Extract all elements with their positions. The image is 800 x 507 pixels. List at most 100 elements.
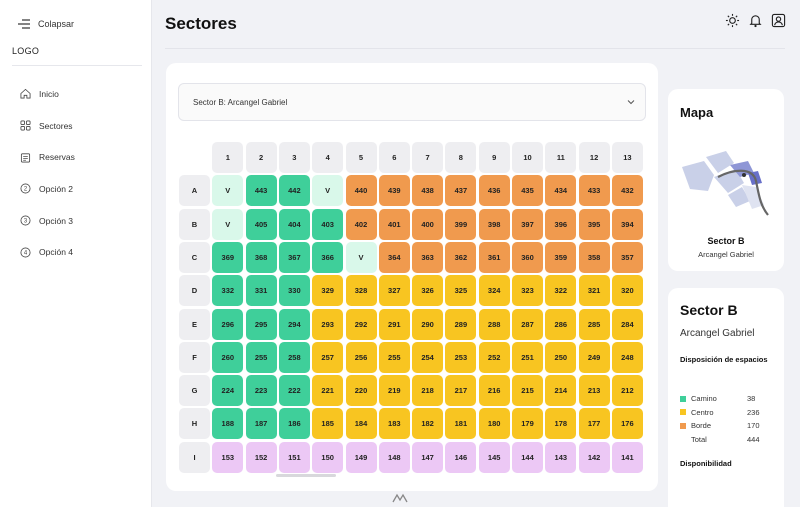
seat-cell[interactable]: 183 [378,408,410,440]
seat-cell[interactable]: 332 [212,275,244,307]
seat-cell[interactable]: 284 [611,308,643,340]
seat-cell[interactable]: 397 [512,208,543,240]
seat-cell[interactable]: 152 [245,441,277,473]
sidebar-item-opcion-3[interactable]: 3 Opción 3 [20,205,75,237]
seat-cell[interactable]: 188 [212,408,244,440]
seat-cell[interactable]: 360 [512,241,543,273]
seat-cell[interactable]: 187 [245,408,277,440]
seat-cell[interactable]: V [212,208,244,240]
seat-cell[interactable]: 147 [412,441,444,473]
seat-cell[interactable]: 320 [611,275,643,307]
seat-cell[interactable]: 260 [212,341,244,373]
seat-cell[interactable]: 396 [545,208,577,240]
seat-cell[interactable]: V [312,175,344,207]
seat-cell[interactable]: 220 [345,375,377,407]
sun-icon[interactable] [725,13,740,28]
seat-cell[interactable]: 439 [378,175,410,207]
seat-cell[interactable]: 288 [478,308,510,340]
seat-cell[interactable]: 256 [345,341,377,373]
seat-cell[interactable]: 443 [245,175,277,207]
seat-cell[interactable]: 404 [278,208,310,240]
seat-cell[interactable]: V [212,175,244,207]
seat-cell[interactable]: 327 [378,275,410,307]
seat-cell[interactable]: 328 [345,275,377,307]
sidebar-item-reservas[interactable]: Reservas [20,141,75,173]
seat-cell[interactable]: 364 [378,241,410,273]
seat-cell[interactable]: 437 [445,175,477,207]
seat-cell[interactable]: 442 [278,175,310,207]
seat-cell[interactable]: 367 [278,241,310,273]
seat-cell[interactable]: 141 [611,441,643,473]
seat-cell[interactable]: 361 [478,241,510,273]
seat-cell[interactable]: 289 [445,308,477,340]
seat-cell[interactable]: 358 [578,241,610,273]
seat-cell[interactable]: 214 [545,375,577,407]
sidebar-item-opcion-2[interactable]: 2 Opción 2 [20,173,75,205]
seat-cell[interactable]: 252 [478,341,510,373]
seat-cell[interactable]: 250 [545,341,577,373]
seat-cell[interactable]: 222 [278,375,310,407]
seat-cell[interactable]: 290 [412,308,444,340]
seat-cell[interactable]: 184 [345,408,377,440]
seat-cell[interactable]: 330 [278,275,310,307]
seat-cell[interactable]: 180 [478,408,510,440]
seat-cell[interactable]: 215 [512,375,543,407]
seat-cell[interactable]: 186 [278,408,310,440]
seat-cell[interactable]: 398 [478,208,510,240]
seat-cell[interactable]: 251 [512,341,543,373]
seat-cell[interactable]: 182 [412,408,444,440]
seat-cell[interactable]: 436 [478,175,510,207]
seat-cell[interactable]: 326 [412,275,444,307]
seat-cell[interactable]: 151 [278,441,310,473]
seat-cell[interactable]: 295 [245,308,277,340]
seat-cell[interactable]: 403 [312,208,344,240]
seat-cell[interactable]: 257 [312,341,344,373]
seat-cell[interactable]: 178 [545,408,577,440]
seat-cell[interactable]: 144 [512,441,543,473]
collapse-button[interactable]: Colapsar [18,19,74,29]
seat-cell[interactable]: 331 [245,275,277,307]
seat-cell[interactable]: 401 [378,208,410,240]
bell-icon[interactable] [748,13,763,28]
seat-cell[interactable]: 325 [445,275,477,307]
user-icon[interactable] [771,13,786,28]
seat-cell[interactable]: 217 [445,375,477,407]
seat-cell[interactable]: 435 [512,175,543,207]
seat-cell[interactable]: 142 [578,441,610,473]
seat-cell[interactable]: 394 [611,208,643,240]
seat-cell[interactable]: 185 [312,408,344,440]
horizontal-scrollbar[interactable] [276,474,336,477]
seat-cell[interactable]: 148 [378,441,410,473]
seat-cell[interactable]: 323 [512,275,543,307]
seat-cell[interactable]: 258 [278,341,310,373]
seat-cell[interactable]: 357 [611,241,643,273]
seat-cell[interactable]: 405 [245,208,277,240]
seat-cell[interactable]: 294 [278,308,310,340]
seat-cell[interactable]: 145 [478,441,510,473]
seat-cell[interactable]: 366 [312,241,344,273]
seat-cell[interactable]: 287 [512,308,543,340]
seat-cell[interactable]: 219 [378,375,410,407]
seat-cell[interactable]: 324 [478,275,510,307]
seat-cell[interactable]: 363 [412,241,444,273]
seat-cell[interactable]: 285 [578,308,610,340]
seat-cell[interactable]: 255 [245,341,277,373]
seat-cell[interactable]: 438 [412,175,444,207]
seat-cell[interactable]: 321 [578,275,610,307]
sidebar-item-opcion-4[interactable]: 4 Opción 4 [20,236,75,268]
seat-cell[interactable]: 218 [412,375,444,407]
seat-cell[interactable]: 216 [478,375,510,407]
seat-cell[interactable]: 143 [545,441,577,473]
seat-cell[interactable]: 221 [312,375,344,407]
seat-cell[interactable]: 149 [345,441,377,473]
seat-cell[interactable]: 286 [545,308,577,340]
seat-cell[interactable]: 255 [378,341,410,373]
seat-cell[interactable]: 179 [512,408,543,440]
seat-cell[interactable]: 440 [345,175,377,207]
seat-cell[interactable]: 329 [312,275,344,307]
seat-cell[interactable]: 369 [212,241,244,273]
seat-cell[interactable]: 293 [312,308,344,340]
seat-cell[interactable]: 322 [545,275,577,307]
seat-cell[interactable]: 400 [412,208,444,240]
seat-cell[interactable]: 213 [578,375,610,407]
